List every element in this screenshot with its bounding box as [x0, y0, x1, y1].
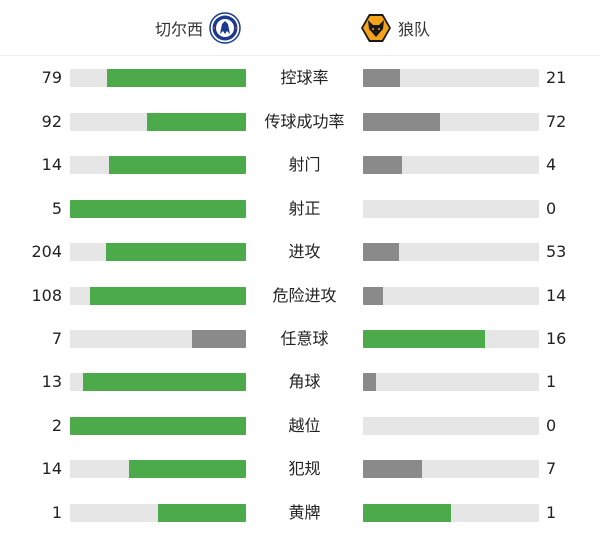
away-bar	[363, 460, 539, 478]
home-value: 14	[41, 459, 62, 478]
home-value: 7	[51, 329, 62, 348]
away-bar	[363, 200, 539, 218]
stat-label: 角球	[288, 372, 321, 391]
home-bar	[70, 200, 246, 218]
stat-label: 任意球	[280, 329, 329, 348]
away-team-name: 狼队	[398, 20, 431, 39]
home-bar	[70, 504, 246, 522]
away-bar-fill	[363, 373, 376, 391]
away-value: 72	[546, 112, 567, 131]
away-value: 0	[546, 199, 557, 218]
stat-row: 7 任意球 16	[0, 329, 600, 349]
home-value: 2	[51, 416, 62, 435]
stat-label: 控球率	[280, 68, 329, 87]
away-bar	[363, 113, 539, 131]
home-bar	[70, 330, 246, 348]
stat-label: 传球成功率	[264, 112, 345, 131]
away-value: 7	[546, 459, 557, 478]
stat-row: 204 进攻 53	[0, 242, 600, 262]
home-bar	[70, 113, 246, 131]
home-value: 204	[31, 242, 62, 261]
away-bar	[363, 287, 539, 305]
stat-label: 犯规	[288, 459, 321, 478]
wolves-logo-icon	[361, 14, 391, 42]
away-value: 4	[546, 155, 557, 174]
stat-row: 5 射正 0	[0, 199, 600, 219]
home-value: 5	[51, 199, 62, 218]
stat-row: 14 射门 4	[0, 155, 600, 175]
away-bar	[363, 69, 539, 87]
away-bar	[363, 330, 539, 348]
stat-row: 14 犯规 7	[0, 459, 600, 479]
home-bar-fill	[82, 373, 246, 391]
home-bar	[70, 460, 246, 478]
away-bar-fill	[363, 243, 400, 261]
away-value: 14	[546, 286, 567, 305]
stat-label: 进攻	[288, 242, 321, 261]
away-bar-fill	[363, 460, 422, 478]
away-bar	[363, 417, 539, 435]
home-bar-fill	[106, 243, 246, 261]
home-value: 13	[41, 372, 62, 391]
stat-label: 越位	[288, 416, 321, 435]
away-bar-fill	[363, 504, 451, 522]
home-bar	[70, 417, 246, 435]
stat-row: 79 控球率 21	[0, 68, 600, 88]
home-value: 92	[41, 112, 62, 131]
away-team[interactable]: 狼队	[360, 12, 430, 44]
stat-row: 92 传球成功率 72	[0, 112, 600, 132]
away-bar	[363, 373, 539, 391]
away-bar	[363, 504, 539, 522]
home-bar-fill	[70, 200, 246, 218]
home-value: 14	[41, 155, 62, 174]
away-bar	[363, 243, 539, 261]
home-bar	[70, 243, 246, 261]
stat-label: 危险进攻	[272, 286, 337, 305]
away-bar-fill	[363, 330, 486, 348]
away-bar-fill	[363, 113, 441, 131]
away-value: 1	[546, 503, 557, 522]
home-bar-fill	[192, 330, 246, 348]
home-bar-fill	[90, 287, 246, 305]
home-value: 1	[51, 503, 62, 522]
stat-label: 射门	[288, 155, 321, 174]
home-bar-fill	[70, 417, 246, 435]
home-bar	[70, 69, 246, 87]
away-bar-fill	[363, 69, 400, 87]
away-bar-fill	[363, 287, 384, 305]
home-team-name: 切尔西	[155, 20, 204, 39]
home-bar-fill	[109, 156, 246, 174]
stat-label: 黄牌	[288, 503, 321, 522]
away-value: 0	[546, 416, 557, 435]
home-bar-fill	[106, 69, 246, 87]
stat-label: 射正	[288, 199, 321, 218]
away-bar-fill	[363, 156, 403, 174]
home-bar-fill	[128, 460, 246, 478]
home-value: 79	[41, 68, 62, 87]
away-bar	[363, 156, 539, 174]
match-header: 切尔西 狼队	[0, 0, 600, 56]
home-bar	[70, 287, 246, 305]
stat-row: 13 角球 1	[0, 372, 600, 392]
stat-row: 108 危险进攻 14	[0, 286, 600, 306]
home-bar	[70, 373, 246, 391]
home-bar-fill	[147, 113, 246, 131]
away-value: 16	[546, 329, 567, 348]
home-team[interactable]: 切尔西	[155, 12, 241, 44]
stat-row: 2 越位 0	[0, 416, 600, 436]
stat-row: 1 黄牌 1	[0, 503, 600, 523]
home-bar	[70, 156, 246, 174]
away-value: 1	[546, 372, 557, 391]
chelsea-logo-icon	[209, 12, 241, 44]
away-value: 21	[546, 68, 567, 87]
home-bar-fill	[158, 504, 246, 522]
home-value: 108	[31, 286, 62, 305]
away-value: 53	[546, 242, 567, 261]
